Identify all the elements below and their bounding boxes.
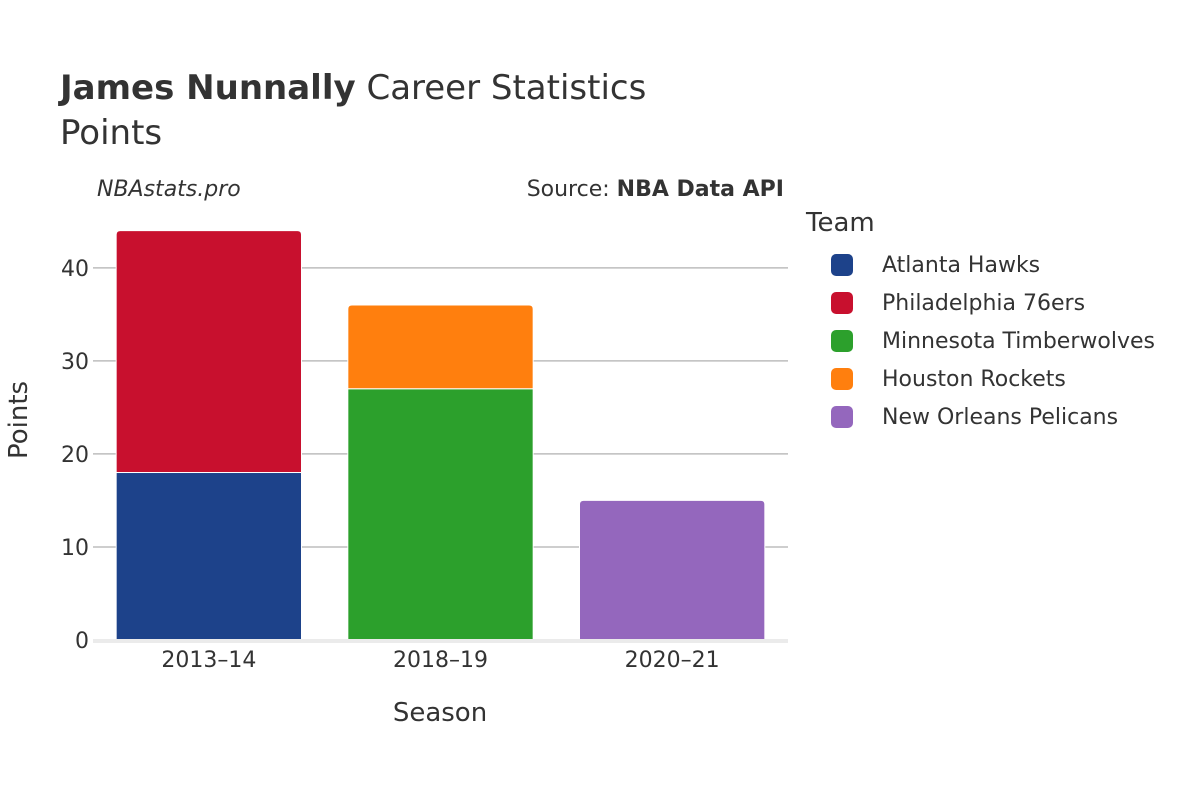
bars (115, 230, 766, 641)
bar-philadelphia-76ers-2013-14[interactable] (115, 230, 302, 474)
legend-item[interactable]: Houston Rockets (806, 360, 1155, 398)
legend-swatch (831, 368, 853, 390)
source-credit: Source: NBA Data API (527, 177, 784, 202)
title-suffix: Career Statistics (355, 68, 647, 108)
legend: Team Atlanta Hawks Philadelphia 76ers Minn… (806, 208, 1155, 436)
legend-items: Atlanta Hawks Philadelphia 76ers Minnesota… (806, 246, 1155, 436)
legend-label: Philadelphia 76ers (882, 290, 1086, 316)
source-name: NBA Data API (616, 177, 784, 202)
legend-item[interactable]: Minnesota Timberwolves (806, 322, 1155, 360)
legend-item[interactable]: New Orleans Pelicans (806, 398, 1155, 436)
legend-swatch (831, 406, 853, 428)
x-tick-label: 2018–19 (393, 648, 488, 673)
bar-minnesota-timberwolves-2018-19[interactable] (347, 388, 534, 641)
player-name: James Nunnally (60, 68, 356, 108)
source-prefix: Source: (526, 177, 617, 202)
legend-label: Houston Rockets (882, 366, 1066, 392)
legend-title: Team (806, 208, 875, 238)
y-tick-label: 10 (61, 536, 89, 561)
legend-swatch (831, 330, 853, 352)
legend-label: New Orleans Pelicans (882, 404, 1119, 430)
y-tick-label: 40 (61, 257, 89, 282)
chart-subtitle: Points (60, 113, 163, 153)
y-tick-label: 20 (61, 443, 89, 468)
x-tick-label: 2020–21 (625, 648, 720, 673)
legend-item[interactable]: Atlanta Hawks (806, 246, 1155, 284)
chart-title: James Nunnally Career Statistics (60, 68, 646, 108)
x-tick-label: 2013–14 (161, 648, 256, 673)
x-axis-title: Season (393, 698, 487, 728)
legend-label: Atlanta Hawks (882, 252, 1041, 278)
bar-houston-rockets-2018-19[interactable] (347, 304, 534, 390)
legend-swatch (831, 292, 853, 314)
watermark: NBAstats.pro (97, 177, 241, 202)
y-tick-label: 0 (75, 629, 89, 654)
axes: 0 10 20 30 40 2013–14 2018–19 2020–21 (61, 257, 788, 673)
bar-atlanta-hawks-2013-14[interactable] (115, 472, 302, 641)
legend-swatch (831, 254, 853, 276)
y-axis-title: Points (4, 381, 34, 459)
legend-item[interactable]: Philadelphia 76ers (806, 284, 1155, 322)
legend-label: Minnesota Timberwolves (882, 328, 1155, 354)
bar-new-orleans-pelicans-2020-21[interactable] (579, 499, 766, 641)
y-tick-label: 30 (61, 350, 89, 375)
